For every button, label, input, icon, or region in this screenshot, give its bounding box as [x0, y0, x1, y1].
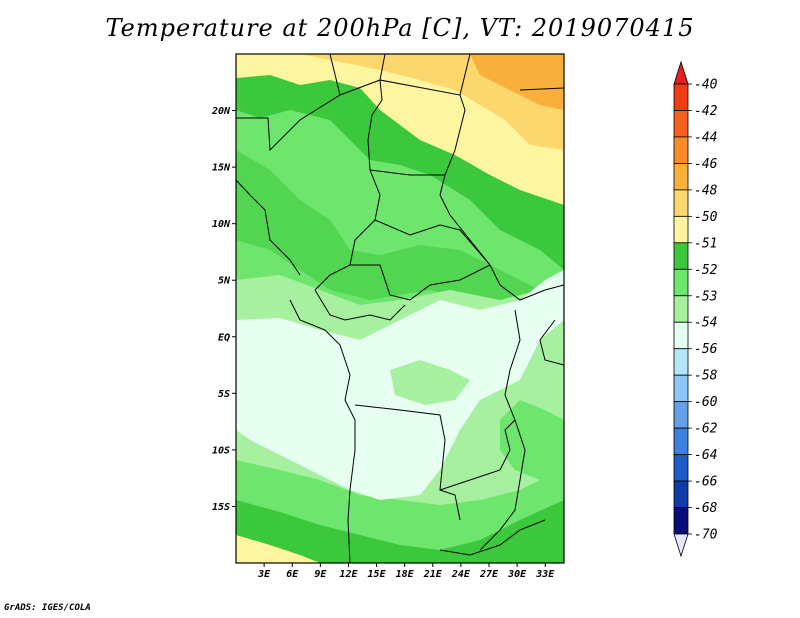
- legend-level-label: -52: [694, 263, 718, 278]
- latitude-axis: 20N 15N 10N 5N EQ 5S 10S 15S: [211, 106, 236, 513]
- legend-level-label: -51: [694, 236, 717, 251]
- legend-swatch: [673, 242, 689, 270]
- legend-swatch: [673, 215, 689, 244]
- lon-tick-label: 30E: [507, 569, 527, 580]
- temperature-field: [236, 54, 564, 563]
- lon-tick-label: 27E: [479, 569, 499, 580]
- legend-level-label: -53: [694, 289, 717, 304]
- lat-tick-label: 5N: [218, 276, 231, 287]
- credit-label: GrADS: IGES/COLA: [4, 603, 91, 613]
- lat-tick-label: 15S: [212, 502, 230, 513]
- lat-tick-label: EQ: [218, 332, 230, 343]
- lat-tick-label: 10S: [212, 445, 230, 456]
- lat-tick-label: 15N: [212, 163, 231, 174]
- legend-level-label: -56: [694, 342, 718, 357]
- legend-level-label: -40: [694, 78, 718, 93]
- legend-level-label: -64: [694, 448, 717, 463]
- lon-tick-label: 24E: [451, 569, 471, 580]
- legend-swatch: [673, 110, 689, 138]
- lon-tick-label: 21E: [423, 569, 443, 580]
- legend-swatch: [673, 83, 689, 111]
- legend-swatch: [673, 480, 689, 508]
- lon-tick-label: 6E: [286, 569, 299, 580]
- legend-level-label: -66: [694, 475, 718, 490]
- legend-level-label: -60: [694, 395, 718, 410]
- lat-tick-label: 20N: [211, 106, 231, 117]
- legend-swatch: [673, 348, 689, 376]
- lon-tick-label: 12E: [339, 569, 358, 580]
- legend-swatch: [673, 321, 689, 350]
- legend-level-label: -58: [694, 369, 718, 384]
- legend-swatch: [673, 454, 689, 482]
- legend-swatch: [673, 507, 689, 535]
- longitude-axis: 3E 6E 9E 12E 15E 18E 21E 24E 27E 30E 33E: [257, 563, 555, 580]
- lon-tick-label: 18E: [396, 569, 415, 580]
- chart-title: Temperature at 200hPa [C], VT: 201907041…: [105, 14, 695, 42]
- lat-tick-label: 10N: [212, 219, 231, 230]
- legend-level-label: -68: [694, 501, 718, 516]
- lon-tick-label: 33E: [535, 569, 555, 580]
- legend-level-label: -54: [694, 316, 717, 331]
- legend-swatch: [673, 268, 689, 297]
- legend-swatch: [673, 374, 689, 403]
- map-frame: [235, 53, 565, 564]
- legend-level-label: -46: [694, 157, 718, 172]
- lon-tick-label: 3E: [257, 569, 271, 580]
- legend-swatch: [673, 189, 689, 217]
- lon-tick-label: 15E: [368, 569, 387, 580]
- legend-swatch: [673, 60, 689, 85]
- color-legend: -40 -42 -44 -46 -48 -50 -51 -52 -53 -54 -56 -58 -60 -…: [673, 60, 718, 558]
- lat-tick-label: 5S: [218, 389, 230, 400]
- legend-swatch: [673, 533, 689, 558]
- legend-level-label: -62: [694, 422, 718, 437]
- country-boundaries: [236, 54, 564, 563]
- legend-level-label: -44: [694, 130, 717, 145]
- legend-level-label: -50: [694, 210, 718, 225]
- legend-swatch: [673, 401, 689, 429]
- legend-level-label: -42: [694, 104, 718, 119]
- lon-tick-label: 9E: [314, 569, 327, 580]
- legend-level-label: -48: [694, 183, 718, 198]
- legend-swatch: [673, 295, 689, 323]
- legend-swatch: [673, 163, 689, 191]
- legend-level-label: -70: [694, 528, 718, 543]
- legend-swatch: [673, 136, 689, 164]
- legend-swatch: [673, 427, 689, 455]
